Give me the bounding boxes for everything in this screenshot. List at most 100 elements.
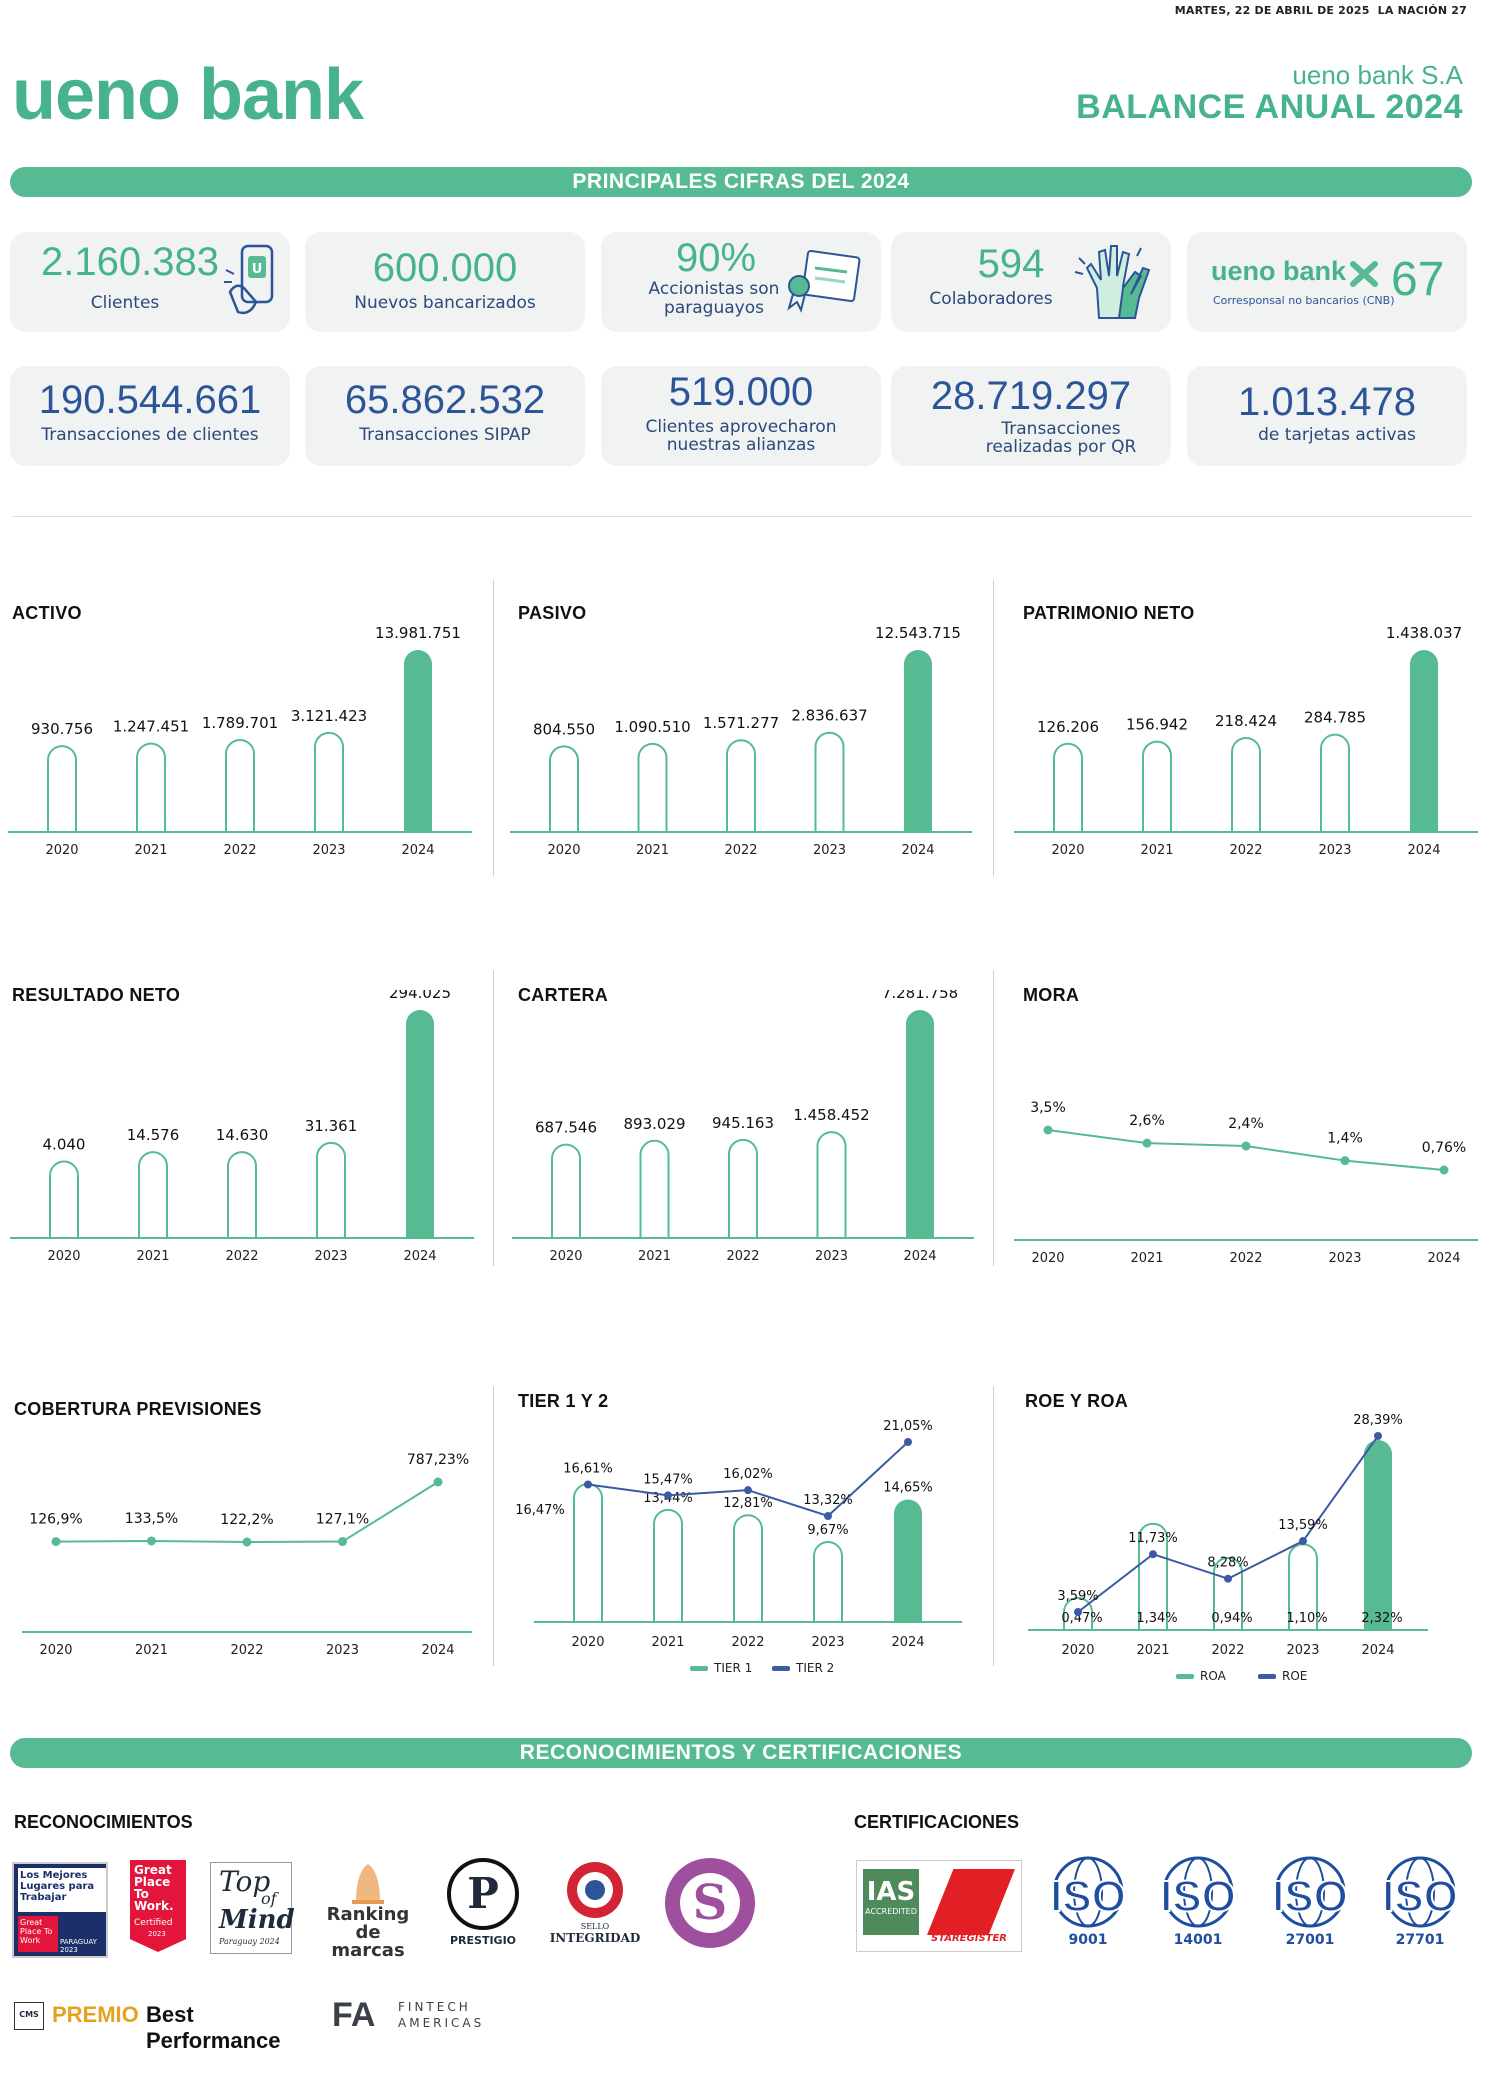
data-point — [147, 1536, 156, 1546]
chart-cartera: 687.546 2020 893.029 2021 945.163 2022 1.458.4… — [512, 990, 974, 1264]
stat-card-colaboradores: 594 Colaboradores — [891, 232, 1171, 332]
chart-divider — [493, 970, 494, 1266]
chart-bar — [906, 1010, 934, 1238]
cnb-brand: ueno bank — [1211, 256, 1347, 286]
x-tick-label: 2022 — [230, 1643, 263, 1658]
data-point — [51, 1537, 61, 1547]
stat-label-1: Transacciones — [1001, 419, 1121, 439]
x-tick-label: 2022 — [724, 843, 757, 858]
banner-cifras: PRINCIPALES CIFRAS DEL 2024 — [10, 167, 1472, 197]
data-point — [1142, 1138, 1152, 1148]
x-tick-label: 2022 — [223, 843, 256, 858]
chart-bar — [138, 1151, 168, 1238]
chart-divider — [993, 1386, 994, 1666]
line-data-label: 16,02% — [723, 1467, 773, 1482]
data-label: 126,9% — [29, 1512, 82, 1528]
dateline: MARTES, 22 DE ABRIL DE 2025 LA NACIÓN 27 — [1175, 4, 1467, 17]
stat-label-1: Clientes aprovecharon — [645, 417, 837, 437]
chart-title-tier: TIER 1 Y 2 — [518, 1391, 609, 1411]
x-tick-label: 2021 — [1140, 843, 1173, 858]
prestigio-logo: P PRESTIGIO — [443, 1858, 523, 1958]
iso-27001-logo: ISO 27001 — [1262, 1856, 1358, 1952]
data-label: 930.756 — [31, 720, 93, 738]
stat-value: 600.000 — [372, 246, 518, 290]
legend-swatch — [772, 1666, 790, 1671]
x-tick-label: 2024 — [1427, 1251, 1460, 1266]
chart-bar — [47, 745, 77, 832]
line-data-label: 13,32% — [803, 1493, 853, 1508]
chart-bar — [653, 1508, 683, 1622]
chart-bar — [894, 1499, 922, 1622]
x-tick-label: 2020 — [1061, 1643, 1094, 1658]
gptw-certified-logo: Great Place To Work. Certified 2023 — [130, 1860, 186, 1952]
line-data-point — [744, 1486, 752, 1495]
reconocimientos-title: RECONOCIMIENTOS — [14, 1812, 193, 1832]
award-text: Best Performance — [146, 2002, 281, 2053]
line-data-label: 15,47% — [643, 1472, 693, 1487]
x-tick-label: 2020 — [547, 843, 580, 858]
stat-card-tarjetas: 1.013.478 de tarjetas activas — [1187, 366, 1467, 466]
x-tick-label: 2024 — [1361, 1643, 1394, 1658]
ias-sub-text: ACCREDITED — [865, 1907, 917, 1916]
empresa-segura-logo: S — [665, 1858, 755, 1948]
data-label: 127,1% — [316, 1512, 369, 1528]
date-text: MARTES, 22 DE ABRIL DE 2025 — [1174, 4, 1370, 17]
stat-label: Clientes — [90, 293, 160, 313]
stat-label-2: nuestras alianzas — [666, 435, 816, 455]
ranking-marcas-logo: Ranking de marcas — [318, 1858, 418, 1960]
award-text: Los Mejores Lugares para Trabajar — [18, 1868, 106, 1912]
line-data-point — [584, 1480, 592, 1489]
line-data-point — [1149, 1550, 1157, 1559]
chart-bar — [551, 1143, 581, 1238]
chart-bar — [225, 739, 255, 832]
line-data-point — [904, 1438, 912, 1446]
x-tick-label: 2023 — [815, 1249, 848, 1264]
stat-value: 65.862.532 — [344, 378, 546, 422]
chart-activo: 930.756 2020 1.247.451 2021 1.789.701 2022 3.1… — [8, 624, 472, 858]
x-tick-label: 2021 — [636, 843, 669, 858]
stat-label: Nuevos bancarizados — [354, 293, 536, 313]
x-tick-label: 2023 — [326, 1643, 359, 1658]
chart-bar — [549, 745, 579, 832]
award-text: 2023 — [148, 1930, 166, 1938]
stat-label: de tarjetas activas — [1258, 425, 1416, 445]
x-tick-label: 2022 — [1211, 1643, 1244, 1658]
bar-data-label: 12,81% — [723, 1496, 773, 1511]
x-tick-label: 2021 — [1136, 1643, 1169, 1658]
cms-icon: CMS — [14, 2002, 44, 2030]
x-tick-label: 2022 — [1229, 1251, 1262, 1266]
data-label: 1,4% — [1327, 1131, 1363, 1147]
x-tick-label: 2021 — [134, 843, 167, 858]
data-label: 3,5% — [1030, 1100, 1066, 1116]
data-label: 126.206 — [1037, 718, 1099, 736]
award-text: of — [261, 1889, 277, 1908]
data-label: 122,2% — [220, 1512, 273, 1528]
iso-number: 14001 — [1173, 1932, 1223, 1948]
chart-bar — [404, 650, 432, 832]
award-text: PREMIO — [52, 2002, 139, 2027]
award-text: PARAGUAY 2023 — [60, 1938, 97, 1954]
chart-bar — [316, 1141, 346, 1238]
chart-bar — [1320, 733, 1350, 832]
data-label: 1.090.510 — [614, 718, 690, 736]
chart-bar — [726, 739, 756, 832]
iso-text: ISO — [1271, 1871, 1349, 1922]
top-of-mind-logo: Top of Mind Paraguay 2024 — [210, 1862, 295, 1954]
chart-bar — [1364, 1440, 1392, 1630]
stat-value: 1.013.478 — [1238, 380, 1416, 424]
gptw-paraguay-logo: Los Mejores Lugares para Trabajar Great … — [12, 1862, 108, 1958]
chart-title-cartera: CARTERA — [518, 985, 609, 1005]
iso-text: ISO — [1049, 1871, 1127, 1922]
stat-label: Colaboradores — [929, 289, 1053, 309]
chart-bar — [136, 742, 166, 832]
data-point — [1439, 1165, 1449, 1175]
x-tick-label: 2024 — [891, 1635, 924, 1650]
chart-divider — [993, 580, 994, 876]
x-tick-label: 2021 — [638, 1249, 671, 1264]
chart-patrimonio: 126.206 2020 156.942 2021 218.424 2022 284.785… — [1014, 624, 1478, 858]
data-label: 284.785 — [1304, 709, 1366, 727]
line-data-label: 21,05% — [883, 1419, 933, 1434]
iso-text: ISO — [1381, 1871, 1459, 1922]
phone-app-icon: U — [224, 244, 274, 315]
data-label: 1.789.701 — [202, 714, 278, 732]
